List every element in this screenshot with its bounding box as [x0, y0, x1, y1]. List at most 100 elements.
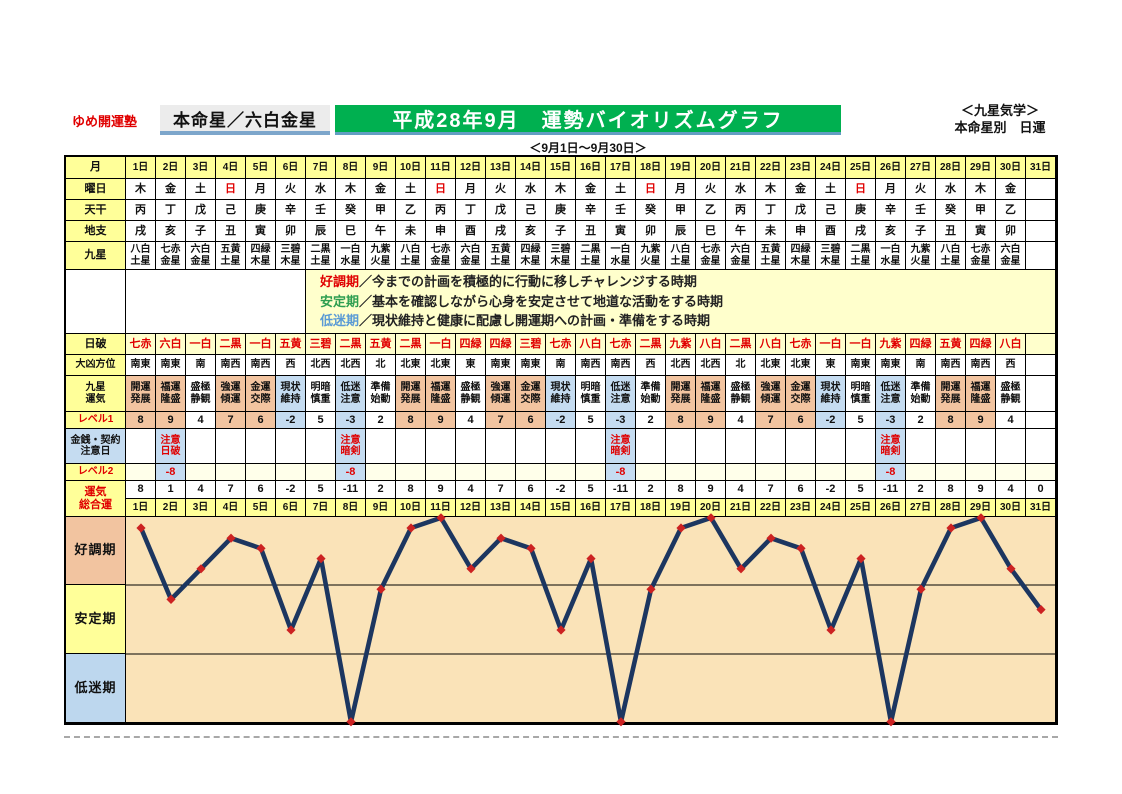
- total-cell-7: 5: [306, 481, 336, 499]
- weekday-cell-29: 木: [966, 179, 996, 200]
- marker-day-29: [976, 513, 986, 523]
- total-cell-2: 1: [156, 481, 186, 499]
- daikyo-cell-12: 東: [456, 355, 486, 376]
- level1-cell-18: 2: [636, 412, 666, 429]
- nippa-cell-27: 四緑: [906, 334, 936, 355]
- kyusei-cell-26: 一白 水星: [876, 242, 906, 270]
- chishi-cell-30: 卯: [996, 221, 1026, 242]
- brand-text: ゆめ開運塾: [72, 114, 138, 129]
- weekday-cell-24: 土: [816, 179, 846, 200]
- unki-cell-31: [1026, 376, 1056, 412]
- daikyo-cell-18: 西: [636, 355, 666, 376]
- legend-term-2: 安定期: [320, 293, 360, 309]
- kyusei-cell-11: 七赤 金星: [426, 242, 456, 270]
- band-label-3: 低迷期: [66, 654, 126, 723]
- month-cell-20: 20日: [696, 157, 726, 179]
- kyusei-cell-9: 九紫 火星: [366, 242, 396, 270]
- nippa-cell-1: 七赤: [126, 334, 156, 355]
- nippa-cell-4: 二黒: [216, 334, 246, 355]
- caution-cell-9: [366, 429, 396, 464]
- level2-cell-27: [906, 464, 936, 481]
- chishi-cell-18: 卯: [636, 221, 666, 242]
- nippa-cell-10: 二黒: [396, 334, 426, 355]
- chishi-cell-8: 巳: [336, 221, 366, 242]
- tenkan-cell-24: 己: [816, 200, 846, 221]
- level1-cell-11: 9: [426, 412, 456, 429]
- nippa-cell-3: 一白: [186, 334, 216, 355]
- kyusei-cell-21: 六白 金星: [726, 242, 756, 270]
- total-cell-14: 6: [516, 481, 546, 499]
- level2-cell-28: [936, 464, 966, 481]
- weekday-cell-11: 日: [426, 179, 456, 200]
- level2-cell-7: [306, 464, 336, 481]
- unki-cell-28: 開運 発展: [936, 376, 966, 412]
- total-cell-6: -2: [276, 481, 306, 499]
- caution-cell-23: [786, 429, 816, 464]
- tenkan-cell-15: 庚: [546, 200, 576, 221]
- kyusei-kigaku-label: ＜九星気学＞: [960, 103, 1039, 118]
- chishi-cell-7: 辰: [306, 221, 336, 242]
- caution-cell-16: [576, 429, 606, 464]
- caution-cell-12: [456, 429, 486, 464]
- caution-cell-2: 注意 日破: [156, 429, 186, 464]
- tenkan-cell-13: 戊: [486, 200, 516, 221]
- total-cell-29: 9: [966, 481, 996, 499]
- caution-cell-29: [966, 429, 996, 464]
- total-cell-5: 6: [246, 481, 276, 499]
- caution-cell-7: [306, 429, 336, 464]
- kyusei-cell-23: 四緑 木星: [786, 242, 816, 270]
- legend-line-1: 好調期／今までの計画を積極的に行動に移しチャレンジする時期: [320, 272, 723, 292]
- total-cell-8: -11: [336, 481, 366, 499]
- tenkan-cell-29: 甲: [966, 200, 996, 221]
- level1-cell-16: 5: [576, 412, 606, 429]
- nippa-cell-19: 九紫: [666, 334, 696, 355]
- weekday-cell-2: 金: [156, 179, 186, 200]
- marker-day-8: [346, 717, 356, 727]
- nippa-cell-18: 二黒: [636, 334, 666, 355]
- unki-cell-15: 現状 維持: [546, 376, 576, 412]
- biorhythm-line-chart: [126, 513, 1056, 727]
- total-cell-26: -11: [876, 481, 906, 499]
- chishi-cell-4: 丑: [216, 221, 246, 242]
- marker-day-7: [316, 554, 326, 564]
- level2-cell-22: [756, 464, 786, 481]
- daikyo-cell-5: 南西: [246, 355, 276, 376]
- date2-cell-5: 5日: [246, 499, 276, 517]
- tenkan-cell-30: 乙: [996, 200, 1026, 221]
- kyusei-cell-12: 六白 金星: [456, 242, 486, 270]
- kyusei-cell-30: 六白 金星: [996, 242, 1026, 270]
- marker-day-21: [736, 564, 746, 574]
- daikyo-cell-2: 南東: [156, 355, 186, 376]
- kyusei-cell-16: 二黒 土星: [576, 242, 606, 270]
- date2-cell-23: 23日: [786, 499, 816, 517]
- weekday-cell-23: 金: [786, 179, 816, 200]
- daikyo-cell-11: 北東: [426, 355, 456, 376]
- nippa-cell-23: 七赤: [786, 334, 816, 355]
- biorhythm-plot: [126, 513, 1056, 727]
- month-cell-21: 21日: [726, 157, 756, 179]
- month-cell-5: 5日: [246, 157, 276, 179]
- date2-cell-3: 3日: [186, 499, 216, 517]
- date2-cell-26: 26日: [876, 499, 906, 517]
- daikyo-cell-31: [1026, 355, 1056, 376]
- honmeisei-label: 本命星／六白金星: [173, 110, 317, 130]
- total-cell-1: 8: [126, 481, 156, 499]
- fortune-line: [138, 515, 1044, 725]
- unki-cell-2: 福運 隆盛: [156, 376, 186, 412]
- kyusei-cell-13: 五黄 土星: [486, 242, 516, 270]
- legend-desc-3: ／現状維持と健康に配慮し開運期への計画・準備をする時期: [359, 313, 711, 329]
- caution-cell-8: 注意 暗剣: [336, 429, 366, 464]
- marker-day-11: [436, 513, 446, 523]
- level1-cell-15: -2: [546, 412, 576, 429]
- total-cell-20: 9: [696, 481, 726, 499]
- month-cell-31: 31日: [1026, 157, 1056, 179]
- date2-cell-19: 19日: [666, 499, 696, 517]
- nippa-cell-17: 七赤: [606, 334, 636, 355]
- level1-cell-26: -3: [876, 412, 906, 429]
- total-cell-4: 7: [216, 481, 246, 499]
- level2-cell-21: [726, 464, 756, 481]
- date2-cell-2: 2日: [156, 499, 186, 517]
- caution-cell-25: [846, 429, 876, 464]
- chishi-cell-13: 戌: [486, 221, 516, 242]
- chishi-cell-9: 午: [366, 221, 396, 242]
